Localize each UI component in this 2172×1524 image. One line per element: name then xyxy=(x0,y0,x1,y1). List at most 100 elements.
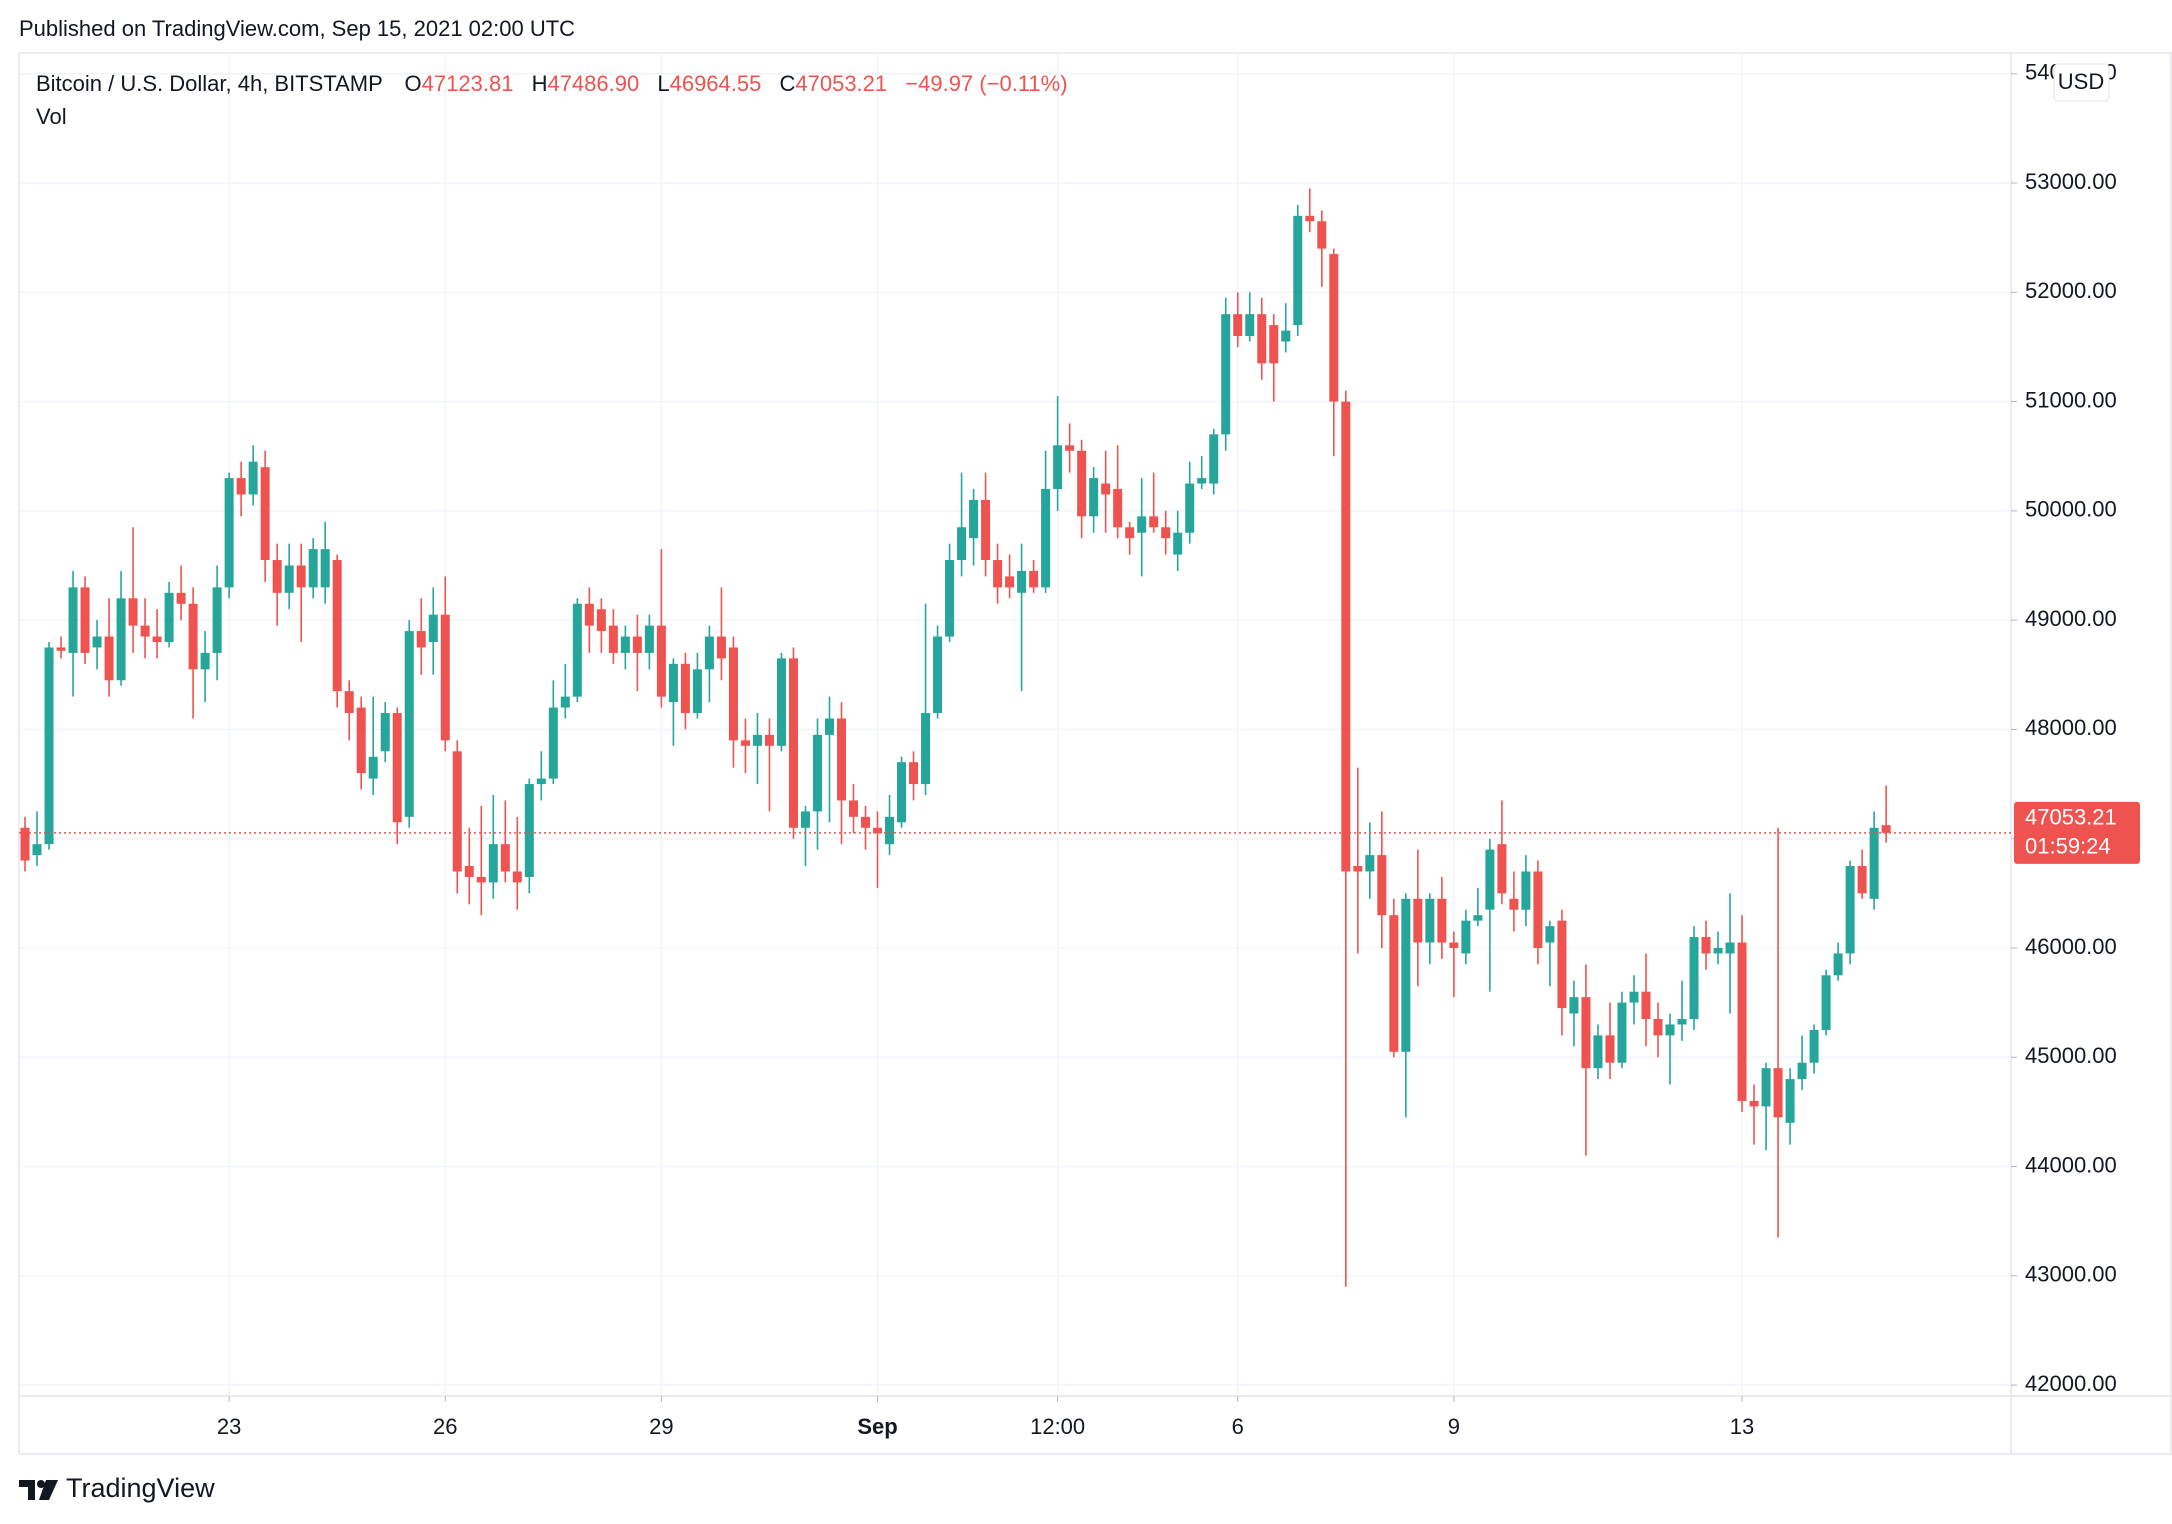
candle-body xyxy=(1173,532,1183,555)
candle-body xyxy=(188,603,198,670)
countdown-label: 01:59:24 xyxy=(2025,834,2111,859)
candle-body xyxy=(272,560,282,593)
logo-icon xyxy=(39,1480,58,1500)
y-tick-label: 46000.00 xyxy=(2025,934,2117,959)
candle-body xyxy=(308,549,318,588)
x-tick-label: 13 xyxy=(1730,1414,1754,1439)
candle-body xyxy=(836,718,846,801)
candle-body xyxy=(1233,314,1243,337)
candle-body xyxy=(1857,866,1867,894)
candle-body xyxy=(536,778,546,785)
y-tick-label: 53000.00 xyxy=(2025,169,2117,194)
candle-body xyxy=(1389,915,1399,1052)
candle-body xyxy=(140,625,150,637)
x-tick-label: 29 xyxy=(649,1414,673,1439)
candle-body xyxy=(1077,450,1087,517)
y-tick-label: 44000.00 xyxy=(2025,1152,2117,1177)
candle-body xyxy=(392,713,402,823)
candle-body xyxy=(20,827,30,861)
candle-body xyxy=(104,636,114,681)
x-tick-label: Sep xyxy=(857,1414,897,1439)
candle-body xyxy=(1557,920,1567,1009)
y-tick-label: 48000.00 xyxy=(2025,715,2117,740)
logo: TradingView xyxy=(19,1473,215,1503)
candle-body xyxy=(1485,849,1495,910)
candle-body xyxy=(1413,898,1423,943)
candle-body xyxy=(368,756,378,779)
candle-body xyxy=(1269,325,1279,364)
candle-body xyxy=(788,658,798,828)
candle-body xyxy=(1197,478,1207,484)
candle-body xyxy=(1689,937,1699,1019)
open-value: 47123.81 xyxy=(422,71,514,96)
candle-body xyxy=(200,652,210,670)
grid xyxy=(19,53,2011,1396)
candle-body xyxy=(224,478,234,588)
candle-body xyxy=(380,713,390,752)
candle-body xyxy=(584,603,594,626)
y-tick-label: 42000.00 xyxy=(2025,1371,2117,1396)
x-tick-label: 23 xyxy=(217,1414,241,1439)
candle-body xyxy=(1833,953,1843,976)
candle-body xyxy=(572,603,582,697)
candle-body xyxy=(1809,1029,1819,1063)
y-tick-label: 50000.00 xyxy=(2025,497,2117,522)
candle-body xyxy=(512,871,522,883)
logo-icon xyxy=(37,1480,45,1488)
y-tick-label: 45000.00 xyxy=(2025,1043,2117,1068)
candle-body xyxy=(32,844,42,856)
candle-body xyxy=(933,636,943,714)
candle-body xyxy=(1665,1024,1675,1036)
chart-frame xyxy=(18,52,2172,1455)
candle-body xyxy=(969,499,979,539)
candle-body xyxy=(981,499,991,561)
candle-body xyxy=(404,631,414,817)
candle-body xyxy=(656,625,666,697)
candle-body xyxy=(1341,401,1351,872)
logo-icon xyxy=(19,1480,35,1500)
candle-body xyxy=(128,598,138,626)
candle-body xyxy=(1437,898,1447,943)
candle-body xyxy=(764,734,774,746)
y-tick-label: 43000.00 xyxy=(2025,1262,2117,1287)
candle-body xyxy=(476,876,486,883)
candle-body xyxy=(1773,1068,1783,1118)
candle-body xyxy=(416,631,426,648)
candle-body xyxy=(1545,926,1555,943)
candle-body xyxy=(44,647,54,845)
candle-body xyxy=(812,734,822,812)
candle-body xyxy=(1305,215,1315,222)
candle-body xyxy=(236,478,246,495)
candle-body xyxy=(1845,866,1855,954)
candle-body xyxy=(1761,1068,1771,1107)
currency-label: USD xyxy=(2058,69,2104,94)
candle-body xyxy=(1149,516,1159,528)
candle-body xyxy=(1869,827,1879,899)
candle-body xyxy=(1209,434,1219,484)
candle-body xyxy=(1125,527,1135,539)
candle-body xyxy=(1581,997,1591,1069)
axes: 42000.00 43000.00 44000.00 45000.00 46000.00… xyxy=(217,60,2117,1439)
close-value: 47053.21 xyxy=(795,71,887,96)
logo-text: TradingView xyxy=(66,1473,215,1503)
candle-body xyxy=(752,734,762,746)
candle-body xyxy=(1677,1018,1687,1025)
x-tick-label: 9 xyxy=(1448,1414,1460,1439)
high-value: 47486.90 xyxy=(547,71,639,96)
candle-body xyxy=(668,663,678,703)
candle-body xyxy=(1353,866,1363,872)
candle-body xyxy=(1377,855,1387,916)
candle-body xyxy=(332,560,342,692)
candle-body xyxy=(1737,942,1747,1101)
candle-body xyxy=(1797,1062,1807,1080)
candle-body xyxy=(704,636,714,670)
candles xyxy=(20,188,1891,1287)
candle-body xyxy=(620,636,630,653)
candle-body xyxy=(428,614,438,642)
candle-body xyxy=(152,636,162,642)
candle-body xyxy=(849,800,859,817)
candle-body xyxy=(1461,920,1471,954)
y-tick-label: 51000.00 xyxy=(2025,387,2117,412)
candle-body xyxy=(320,549,330,588)
